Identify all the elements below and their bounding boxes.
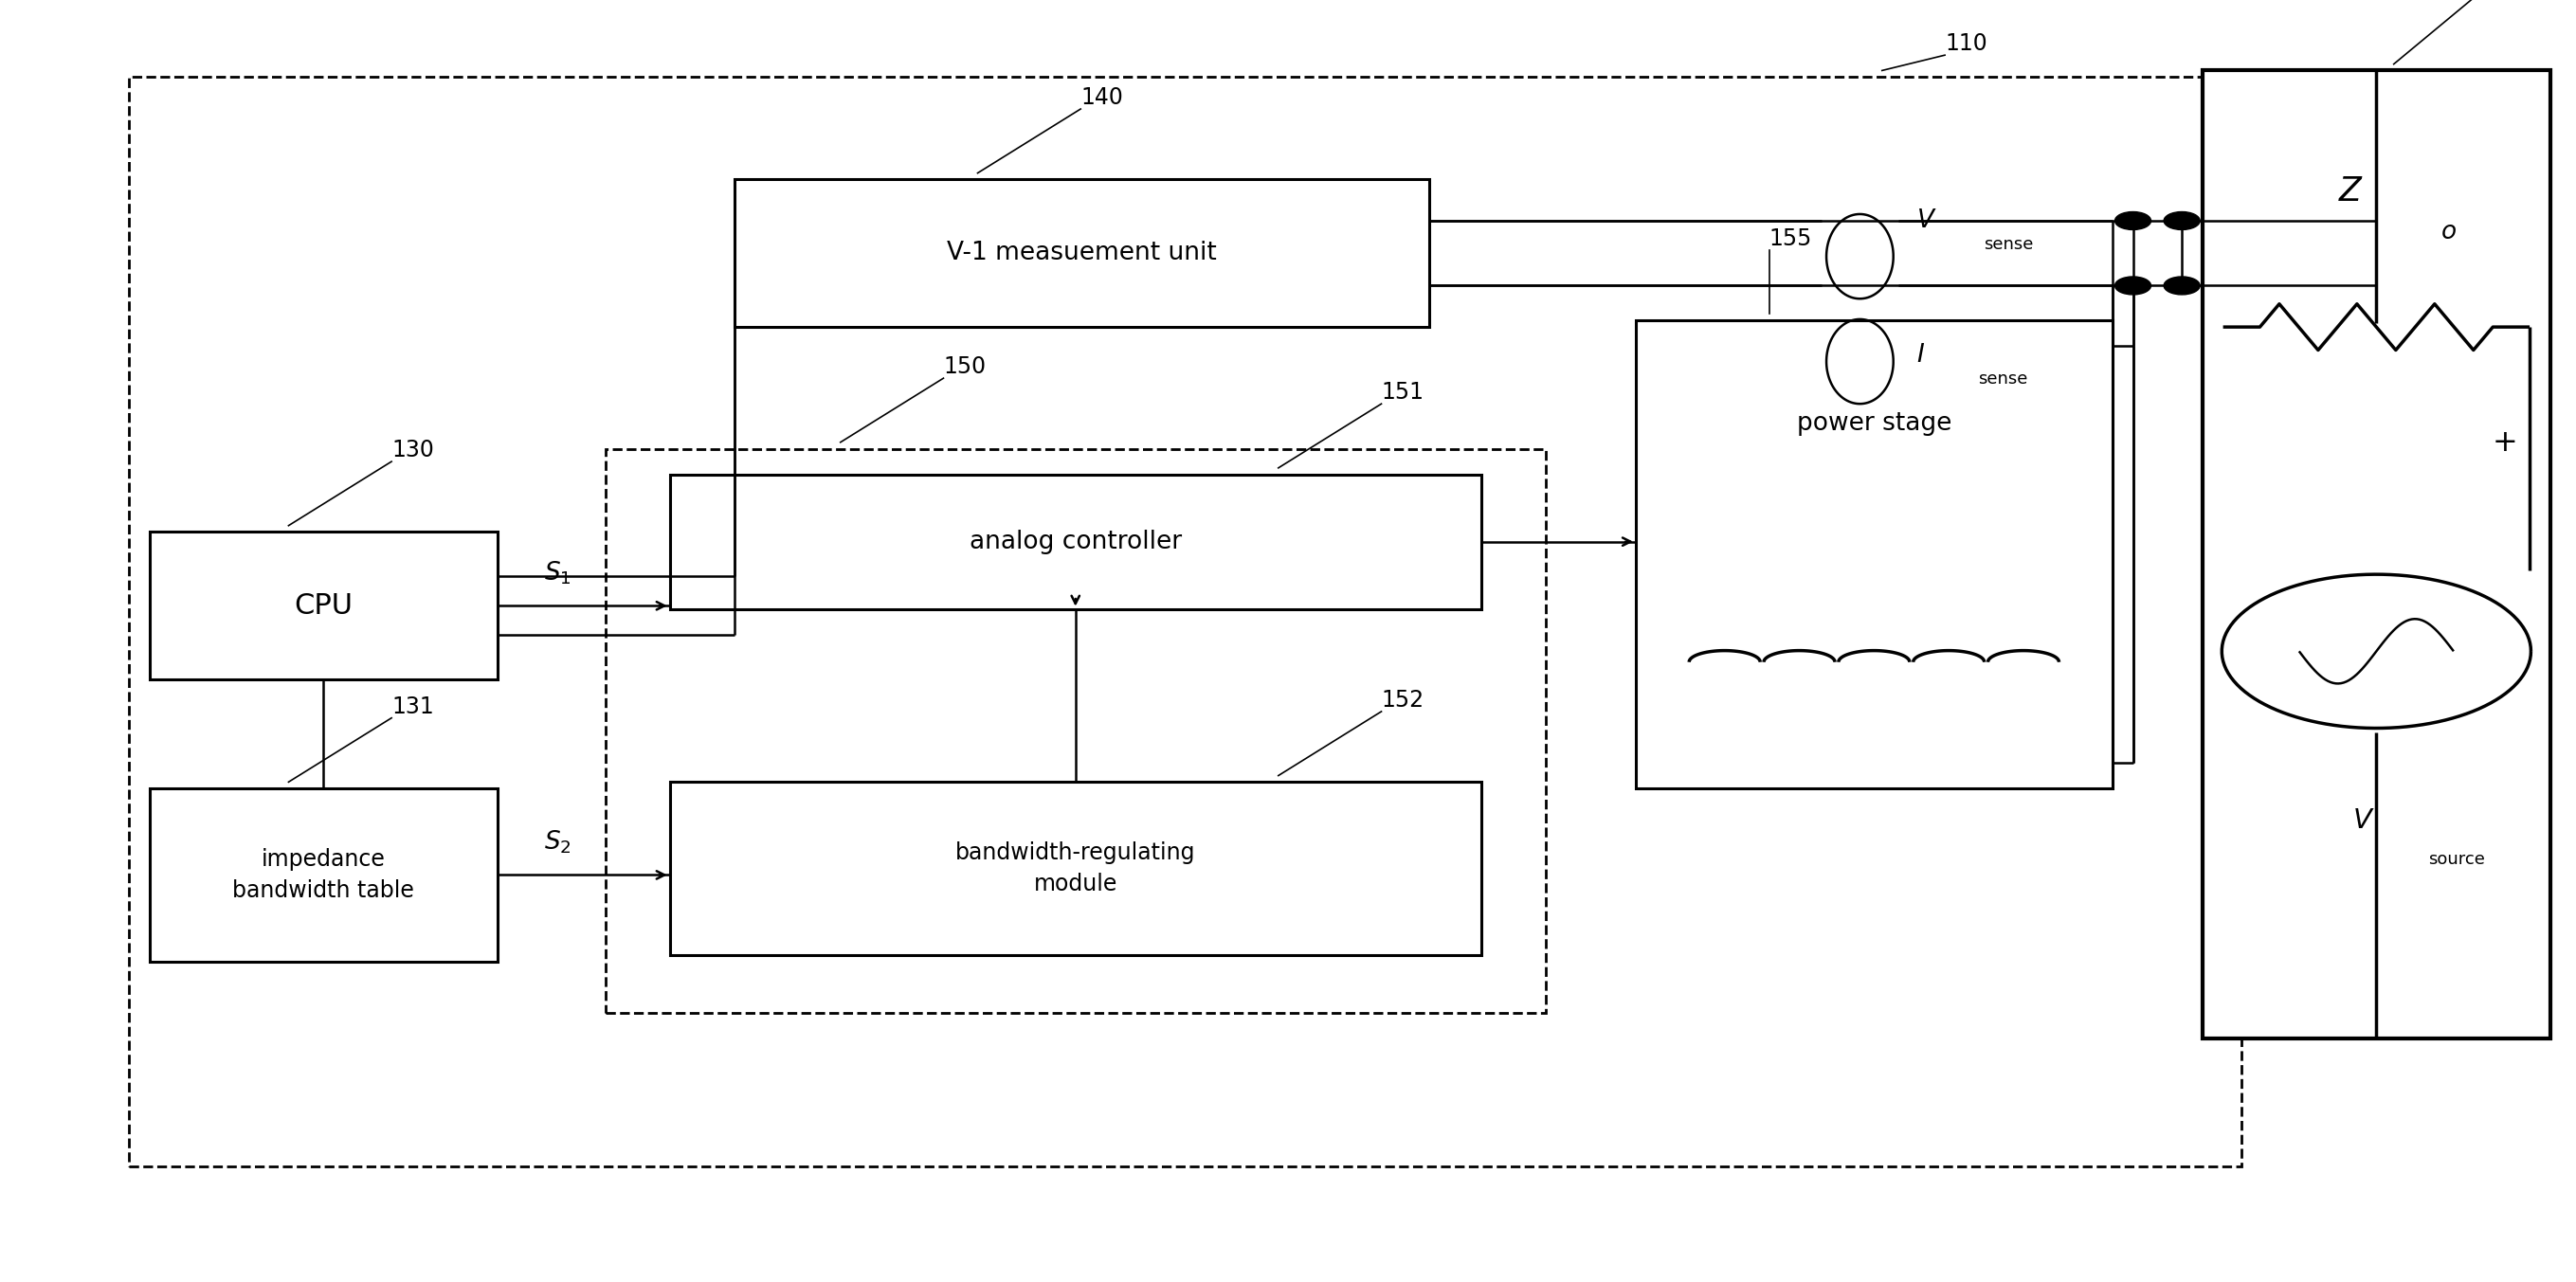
Bar: [605, 449, 1546, 1013]
Circle shape: [2164, 212, 2200, 229]
Circle shape: [2164, 277, 2200, 295]
Text: bandwidth-regulating
module: bandwidth-regulating module: [956, 841, 1195, 896]
Text: sense: sense: [1984, 236, 2032, 253]
Bar: [149, 788, 497, 962]
Text: 131: 131: [392, 695, 433, 718]
Text: CPU: CPU: [294, 592, 353, 619]
Bar: [734, 179, 1430, 327]
Text: $V$: $V$: [2352, 808, 2375, 833]
Text: sense: sense: [1978, 370, 2027, 387]
Text: +: +: [2494, 428, 2517, 458]
Bar: [2202, 71, 2550, 1038]
Bar: [149, 532, 497, 679]
Text: 151: 151: [1381, 381, 1425, 404]
Text: V-1 measuement unit: V-1 measuement unit: [948, 241, 1216, 265]
Text: 152: 152: [1381, 688, 1425, 712]
Bar: [670, 782, 1481, 955]
Text: $S_1$: $S_1$: [544, 559, 572, 587]
Bar: [1636, 320, 2112, 788]
Text: 110: 110: [1945, 32, 1986, 55]
Text: analog controller: analog controller: [969, 529, 1182, 554]
Text: $I$: $I$: [1917, 344, 1924, 368]
Bar: [129, 77, 2241, 1167]
Bar: [670, 474, 1481, 609]
Text: impedance
bandwidth table: impedance bandwidth table: [232, 847, 415, 903]
Text: 155: 155: [1770, 227, 1811, 250]
Text: 140: 140: [1079, 86, 1123, 109]
Text: $S_2$: $S_2$: [544, 828, 572, 856]
Text: $Z$: $Z$: [2336, 176, 2365, 208]
Circle shape: [2115, 277, 2151, 295]
Text: $o$: $o$: [2439, 221, 2458, 245]
Text: $V$: $V$: [1917, 209, 1937, 233]
Text: 130: 130: [392, 438, 435, 462]
Text: power stage: power stage: [1795, 412, 1953, 436]
Text: source: source: [2427, 851, 2486, 868]
Text: 150: 150: [943, 355, 987, 378]
Circle shape: [2115, 212, 2151, 229]
